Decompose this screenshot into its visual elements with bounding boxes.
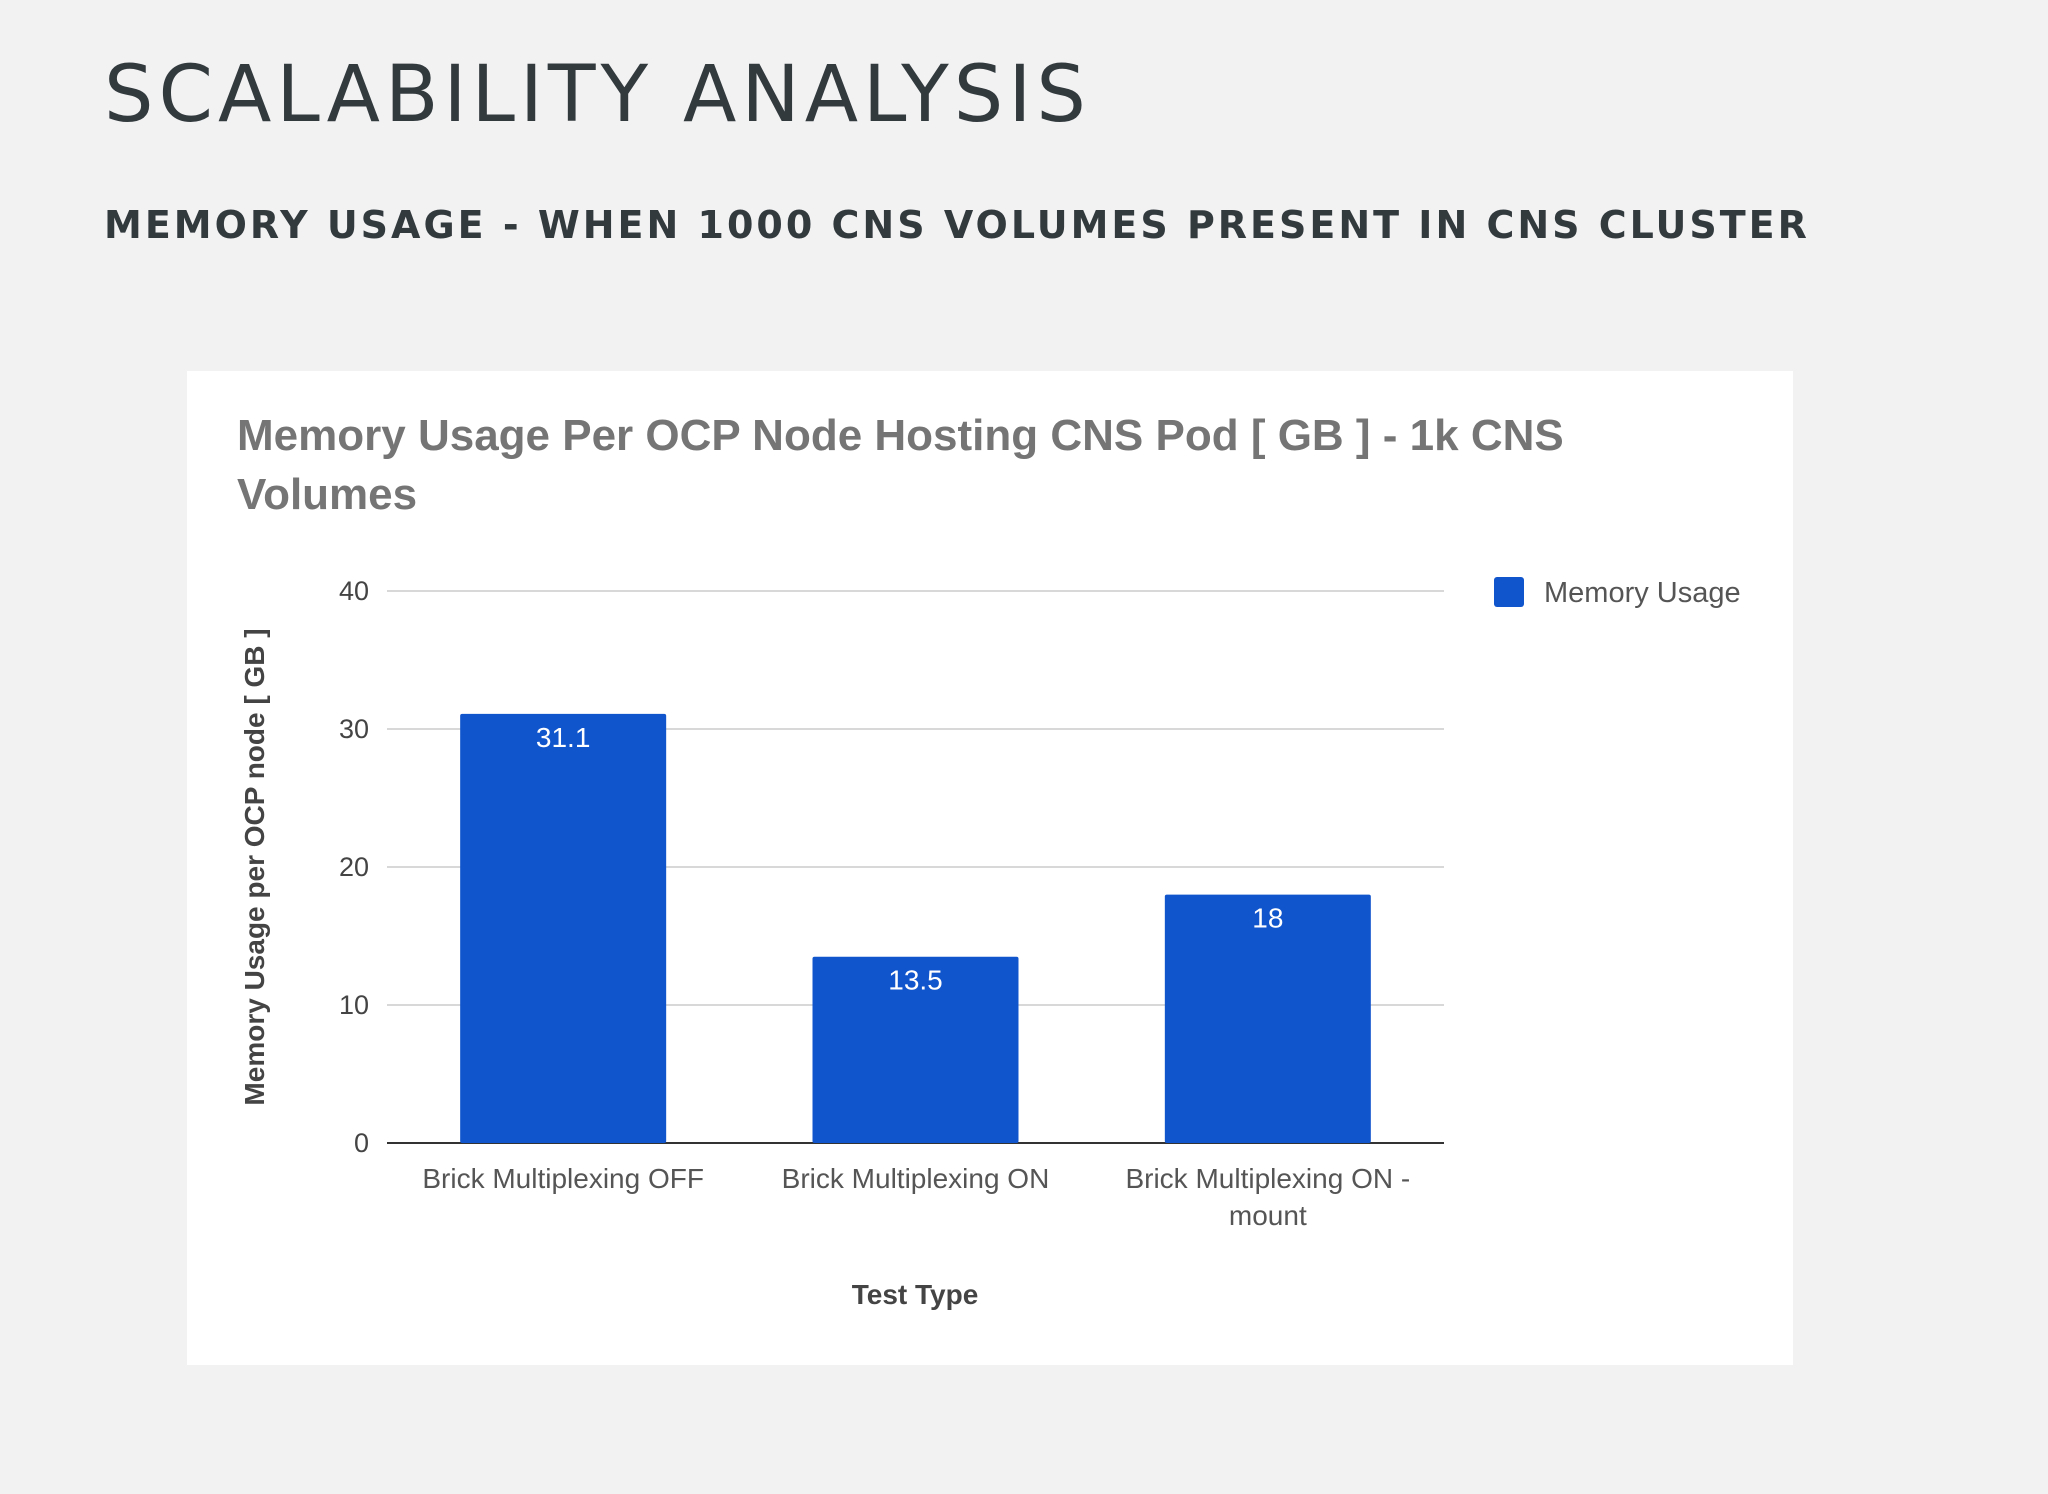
data-label: 18 — [1252, 903, 1283, 934]
bar-chart: Memory Usage Per OCP Node Hosting CNS Po… — [237, 411, 1741, 1310]
chart-title-line: Memory Usage Per OCP Node Hosting CNS Po… — [237, 411, 1564, 460]
data-label: 13.5 — [888, 965, 943, 996]
bar — [460, 713, 667, 1143]
y-tick-label: 10 — [339, 990, 369, 1020]
x-tick-label: mount — [1229, 1200, 1307, 1231]
y-tick-label: 30 — [339, 714, 369, 744]
slide-title: SCALABILITY ANALYSIS — [104, 50, 1091, 140]
x-tick-label: Brick Multiplexing OFF — [422, 1163, 704, 1194]
bar — [812, 956, 1019, 1143]
legend-swatch — [1494, 577, 1524, 607]
x-tick-label: Brick Multiplexing ON — [782, 1163, 1050, 1194]
legend-label: Memory Usage — [1544, 577, 1741, 609]
bar — [1164, 894, 1371, 1143]
chart-title-line: Volumes — [237, 470, 417, 519]
y-tick-label: 40 — [339, 576, 369, 606]
data-label: 31.1 — [536, 722, 591, 753]
y-tick-label: 20 — [339, 852, 369, 882]
x-axis-title: Test Type — [852, 1279, 979, 1310]
x-tick-label: Brick Multiplexing ON - — [1125, 1163, 1410, 1194]
chart-card: Memory Usage Per OCP Node Hosting CNS Po… — [187, 371, 1793, 1365]
y-tick-label: 0 — [354, 1128, 369, 1158]
slide-subtitle: MEMORY USAGE - WHEN 1000 CNS VOLUMES PRE… — [104, 203, 1810, 247]
y-axis-title: Memory Usage per OCP node [ GB ] — [239, 628, 270, 1105]
